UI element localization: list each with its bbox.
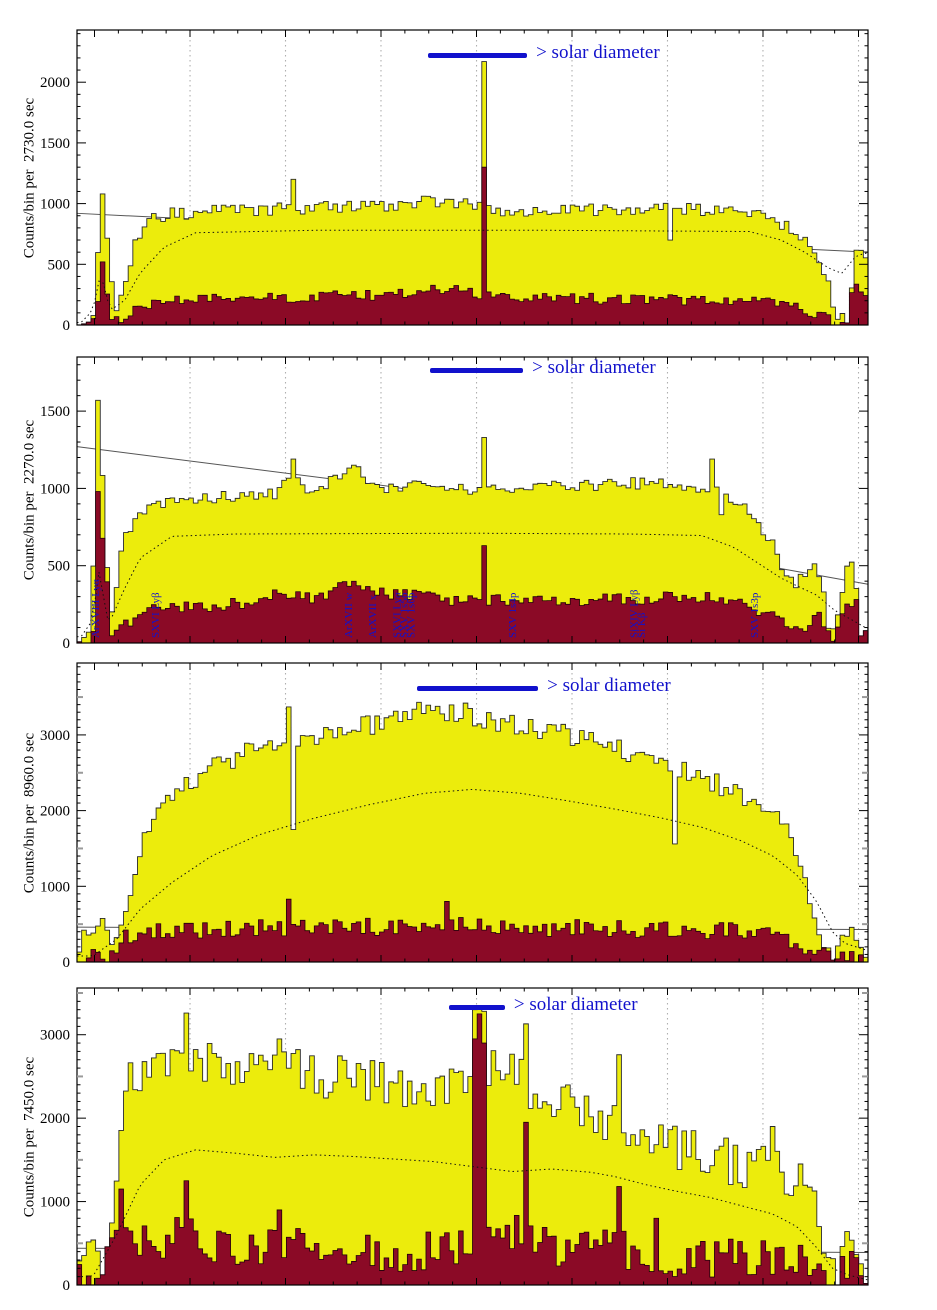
panel-4-canvas: 0 1000 2000 3000 [40, 987, 869, 1294]
panel-1-canvas: 0 500 1000 1500 2000 [40, 29, 869, 334]
y-tick-label: 500 [48, 257, 71, 273]
y-tick-label: 2000 [40, 804, 70, 820]
y-tick-label: 1500 [40, 136, 70, 152]
y-axis-title: Counts/bin per 7450.0 sec [21, 1056, 38, 1217]
spectral-line-label: SXV 1s4p [507, 592, 519, 638]
solar-diameter-label: > solar diameter [532, 357, 656, 378]
panel-1: 0 500 1000 1500 2000 Counts/bin per 2730.0 s… [0, 16, 937, 339]
y-tick-label: 1000 [40, 197, 70, 213]
solar-diameter-bar [417, 685, 539, 691]
spectral-line-label: SXV 1s5p [398, 592, 410, 638]
panel-2: 0 500 1000 1500 ArXVIII Lyα SXVI Lyβ ArXVII w A… [0, 343, 937, 657]
y-tick-label: 2000 [40, 75, 70, 91]
spectral-line-label: SXVI Lyβ [150, 592, 162, 638]
solar-diameter-bar [428, 52, 528, 58]
y-tick-label: 0 [63, 636, 71, 652]
spectral-line-label: SiXIV Lyβ [629, 589, 641, 638]
y-axis-title: Counts/bin per 8960.0 sec [21, 732, 38, 893]
spectral-line-label: SXV 1s3p [749, 592, 761, 638]
y-tick-label: 0 [63, 955, 71, 971]
solar-diameter-bar [429, 367, 524, 373]
y-tick-label: 0 [63, 318, 71, 334]
spectral-line-label: SXVI Lyα [391, 592, 403, 638]
panel-2-canvas: 0 500 1000 1500 ArXVIII Lyα SXVI Lyβ ArXVII w A… [40, 356, 869, 652]
spectral-line-label: ArXVII x [367, 594, 379, 638]
y-axis-title: Counts/bin per 2270.0 sec [21, 419, 38, 581]
panel-3: 0 1000 2000 3000 Counts/bin per 8960.0 sec … [0, 649, 937, 976]
y-axis-title: Counts/bin per 2730.0 sec [21, 97, 38, 258]
y-tick-label: 3000 [40, 728, 70, 744]
spectral-line-label: ArXVIII Lyα [90, 579, 102, 638]
y-tick-label: 1500 [40, 404, 70, 420]
y-tick-label: 1000 [40, 1195, 70, 1211]
spectral-line-label: SXV 1s6p [406, 592, 418, 638]
y-tick-label: 500 [48, 559, 71, 575]
spectral-line-label: Si Kβ [636, 612, 648, 638]
y-tick-label: 1000 [40, 481, 70, 497]
solar-diameter-label: > solar diameter [547, 675, 671, 696]
panel-4: 0 1000 2000 3000 Counts/bin per 7450.0 sec … [0, 974, 937, 1299]
panel-3-canvas: 0 1000 2000 3000 [40, 662, 869, 971]
y-tick-label: 2000 [40, 1111, 70, 1127]
y-tick-label: 1000 [40, 879, 70, 895]
spectral-line-label: ArXVII w [343, 592, 355, 638]
y-tick-label: 3000 [40, 1028, 70, 1044]
solar-diameter-label: > solar diameter [513, 994, 638, 1015]
solar-diameter-label: > solar diameter [536, 42, 660, 63]
y-tick-label: 0 [63, 1278, 71, 1294]
solar-diameter-bar [448, 1004, 505, 1010]
